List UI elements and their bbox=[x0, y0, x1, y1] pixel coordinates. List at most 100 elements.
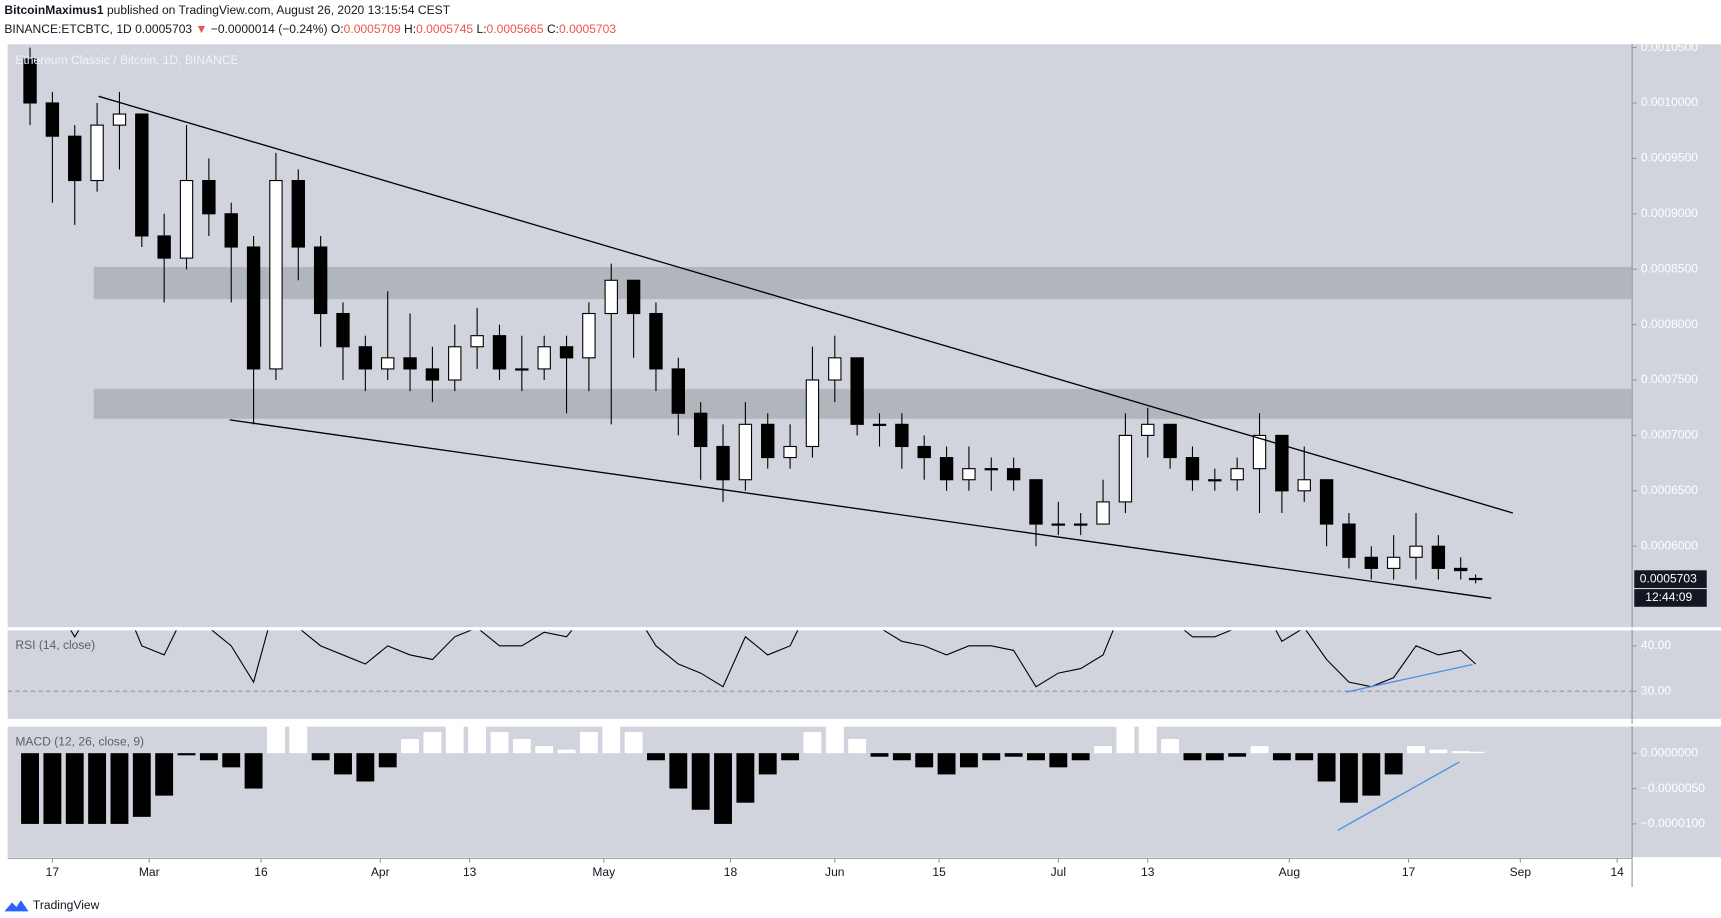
candle-body bbox=[45, 102, 60, 137]
candle-body bbox=[1073, 523, 1088, 526]
histogram-bar bbox=[1161, 739, 1180, 754]
candle-body bbox=[582, 312, 596, 359]
histogram-bar bbox=[1138, 726, 1157, 754]
x-tick-label: Aug bbox=[1279, 865, 1300, 879]
candle-body bbox=[761, 423, 775, 459]
candle-body bbox=[1006, 468, 1021, 481]
candle-body bbox=[1252, 434, 1267, 470]
high-label: H: bbox=[404, 22, 416, 36]
x-tick-label: 13 bbox=[1141, 865, 1155, 879]
countdown-box bbox=[1634, 589, 1707, 607]
close-label: C: bbox=[547, 22, 559, 36]
histogram-bar bbox=[401, 739, 420, 754]
candle-body bbox=[23, 58, 37, 104]
histogram-bar bbox=[222, 753, 241, 768]
histogram-bar bbox=[714, 753, 732, 824]
histogram-bar bbox=[825, 726, 844, 754]
histogram-bar bbox=[289, 726, 308, 754]
candle-body bbox=[1096, 501, 1110, 525]
histogram-bar bbox=[848, 739, 867, 754]
candle-body bbox=[693, 412, 708, 448]
histogram-bar bbox=[1027, 753, 1045, 761]
symbol: BINANCE:ETCBTC, 1D bbox=[4, 22, 132, 36]
candle-body bbox=[246, 246, 261, 370]
y-tick-label: 0.0008500 bbox=[1641, 261, 1698, 275]
candle-body bbox=[805, 379, 820, 448]
trendline bbox=[1337, 761, 1460, 831]
direction: ▼ bbox=[195, 22, 207, 36]
candle-body bbox=[1163, 423, 1177, 459]
histogram-bar bbox=[892, 753, 911, 761]
histogram-bar bbox=[1049, 753, 1068, 768]
trendline bbox=[229, 419, 1492, 599]
histogram-bar bbox=[982, 753, 1001, 761]
histogram-bar bbox=[266, 726, 285, 754]
open-label: O: bbox=[331, 22, 344, 36]
candle-body bbox=[425, 368, 440, 381]
y-tick-label: −0.0000100 bbox=[1641, 816, 1705, 830]
histogram-bar bbox=[535, 746, 554, 754]
publisher: BitcoinMaximus1 bbox=[4, 3, 103, 17]
trendline bbox=[98, 95, 1514, 514]
histogram-bar bbox=[490, 731, 509, 754]
candle-body bbox=[917, 445, 931, 459]
candle-body bbox=[358, 346, 373, 370]
histogram-bar bbox=[915, 753, 934, 768]
histogram-bar bbox=[624, 731, 643, 754]
histogram-bar bbox=[43, 753, 62, 824]
histogram-bar bbox=[736, 753, 755, 803]
low: 0.0005665 bbox=[487, 22, 544, 36]
histogram-bar bbox=[959, 753, 978, 768]
y-tick-label: 0.0007500 bbox=[1641, 372, 1698, 386]
change: −0.0000014 (−0.24%) bbox=[211, 22, 328, 36]
x-axis-background bbox=[7, 858, 1633, 888]
histogram-bar bbox=[1004, 753, 1023, 757]
published: published on TradingView.com, August 26,… bbox=[107, 3, 451, 17]
histogram-bar bbox=[311, 753, 330, 761]
histogram-bar bbox=[1340, 753, 1358, 803]
candle-body bbox=[291, 179, 305, 248]
histogram-bar bbox=[512, 739, 531, 754]
y-tick-label: 0.0007000 bbox=[1641, 428, 1698, 442]
histogram-bar bbox=[803, 731, 822, 754]
axis-background bbox=[1632, 44, 1721, 628]
histogram-bar bbox=[1250, 746, 1269, 754]
histogram-bar bbox=[870, 753, 889, 757]
histogram-bar bbox=[378, 753, 397, 768]
histogram-bar bbox=[21, 753, 39, 824]
candle-body bbox=[671, 368, 686, 414]
histogram-bar bbox=[132, 753, 151, 817]
histogram-bar bbox=[691, 753, 710, 810]
countdown: 12:44:09 bbox=[1645, 590, 1692, 604]
candle-body bbox=[470, 335, 484, 348]
pane-background bbox=[7, 630, 1633, 719]
candle-body bbox=[1431, 545, 1446, 569]
candle-body bbox=[649, 312, 663, 370]
x-tick-label: Jul bbox=[1051, 865, 1066, 879]
axis-background bbox=[1632, 726, 1721, 858]
x-tick-label: 13 bbox=[463, 865, 477, 879]
y-tick-label: 0.0009000 bbox=[1641, 206, 1698, 220]
histogram-bar bbox=[669, 753, 688, 789]
y-tick-label: 30.00 bbox=[1641, 683, 1671, 697]
x-tick-label: 17 bbox=[46, 865, 60, 879]
histogram-bar bbox=[1183, 753, 1202, 761]
header-line-1: BitcoinMaximus1 published on TradingView… bbox=[4, 3, 450, 17]
high: 0.0005745 bbox=[416, 22, 473, 36]
candle-body bbox=[828, 357, 842, 381]
candle-body bbox=[1319, 479, 1334, 525]
candle-body bbox=[269, 179, 283, 370]
histogram-bar bbox=[937, 753, 956, 775]
histogram-bar bbox=[1451, 751, 1470, 754]
indicator-line bbox=[70, 630, 1476, 688]
histogram-bar bbox=[468, 726, 487, 754]
candle-body bbox=[895, 423, 909, 448]
x-tick-label: Mar bbox=[139, 865, 160, 879]
candle-body bbox=[850, 357, 864, 425]
plot-layer: 0.0006000 0.0006500 0.0007000 0.0007500 0.00… bbox=[7, 40, 1721, 879]
y-tick-label: −0.0000050 bbox=[1641, 781, 1705, 795]
candle-body bbox=[448, 346, 462, 381]
histogram-bar bbox=[1272, 753, 1291, 761]
candle-body bbox=[559, 346, 574, 359]
candle-body bbox=[157, 235, 171, 259]
